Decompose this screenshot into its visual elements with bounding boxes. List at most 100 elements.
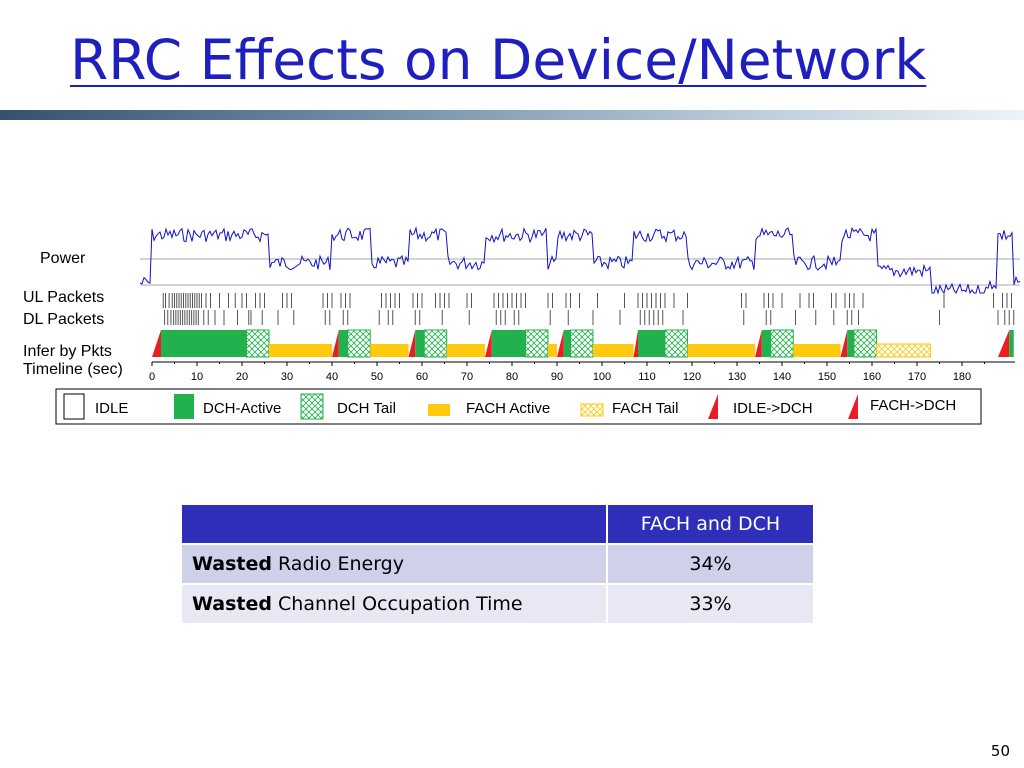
state-bar-dch-active bbox=[338, 330, 348, 357]
state-bar-dch-tail bbox=[853, 329, 877, 358]
legend-swatch-dch-active bbox=[174, 394, 194, 419]
legend-item-idle-to-dch: IDLE->DCH bbox=[708, 394, 813, 419]
state-transition-idle-to-dch bbox=[332, 330, 339, 357]
timeline-tick-label: 10 bbox=[191, 371, 203, 383]
state-bar-fach-active bbox=[370, 344, 409, 357]
ul-packets-track bbox=[162, 293, 1012, 308]
state-transition-idle-to-dch bbox=[408, 330, 416, 357]
table-header-empty bbox=[180, 503, 608, 545]
state-bar-dch-active bbox=[563, 330, 571, 357]
legend-label-dch-active: DCH-Active bbox=[203, 400, 281, 417]
state-bar-dch-active bbox=[491, 330, 526, 357]
power-row-label: Power bbox=[40, 250, 86, 267]
legend-swatch-fach-active bbox=[428, 404, 450, 416]
legend-item-fach-to-dch: FACH->DCH bbox=[848, 394, 956, 419]
state-bar-fach-active bbox=[548, 344, 557, 357]
timeline-tick-label: 80 bbox=[506, 371, 518, 383]
power-trace-line bbox=[139, 226, 1021, 295]
state-bar-dch-tail bbox=[770, 329, 794, 358]
state-transition-idle-to-dch bbox=[998, 330, 1010, 357]
state-bar-fach-active bbox=[269, 344, 332, 357]
table-row: Wasted Radio Energy 34% bbox=[180, 543, 815, 585]
metric-rest: Channel Occupation Time bbox=[271, 593, 523, 615]
legend-label-fach-active: FACH Active bbox=[466, 400, 550, 417]
state-bar-dch-tail bbox=[347, 329, 371, 358]
state-bar-dch-tail bbox=[525, 329, 549, 358]
state-bar-fach-tail bbox=[876, 343, 931, 358]
table-cell-value: 34% bbox=[606, 543, 815, 585]
state-bar-dch-active bbox=[761, 330, 771, 357]
legend-item-fach-active: FACH Active bbox=[428, 400, 550, 417]
page-number: 50 bbox=[990, 742, 1010, 760]
state-bar-dch-active bbox=[1009, 330, 1014, 357]
legend-item-fach-tail: FACH Tail bbox=[580, 400, 678, 417]
metric-rest: Radio Energy bbox=[271, 553, 404, 575]
metric-bold: Wasted bbox=[192, 593, 272, 615]
timeline-tick-label: 30 bbox=[281, 371, 293, 383]
legend-label-dch-tail: DCH Tail bbox=[337, 400, 396, 417]
table-header-fach-dch: FACH and DCH bbox=[606, 503, 815, 545]
legend-label-fach-tail: FACH Tail bbox=[612, 400, 678, 417]
legend-item-dch-tail: DCH Tail bbox=[300, 393, 396, 420]
legend-swatch-idle-to-dch bbox=[708, 394, 718, 419]
table-cell-metric: Wasted Radio Energy bbox=[180, 543, 608, 585]
timeline-tick-label: 0 bbox=[149, 371, 155, 383]
dl-packets-track bbox=[164, 310, 1015, 325]
state-bar-fach-active bbox=[793, 344, 841, 357]
legend-item-dch-active: DCH-Active bbox=[174, 394, 281, 419]
legend-swatch-dch-tail bbox=[300, 393, 324, 420]
results-table: FACH and DCH Wasted Radio Energy 34% Was… bbox=[180, 503, 815, 625]
state-transition-idle-to-dch bbox=[557, 330, 564, 357]
state-bar-fach-active bbox=[687, 344, 755, 357]
timeline-tick-label: 70 bbox=[461, 371, 473, 383]
timeline-tick-label: 110 bbox=[638, 371, 656, 383]
state-transition-idle-to-dch bbox=[633, 330, 638, 357]
infer-row-label: Infer by Pkts bbox=[23, 343, 112, 360]
timeline-tick-label: 100 bbox=[593, 371, 611, 383]
table-cell-value: 33% bbox=[606, 583, 815, 625]
timeline-tick-label: 170 bbox=[908, 371, 926, 383]
timeline-tick-label: 20 bbox=[236, 371, 248, 383]
table-header-row: FACH and DCH bbox=[180, 503, 815, 545]
legend-label-idle: IDLE bbox=[95, 400, 128, 417]
state-bar-fach-active bbox=[446, 344, 485, 357]
timeline-tick-label: 60 bbox=[416, 371, 428, 383]
legend-swatch-fach-tail bbox=[580, 403, 604, 417]
state-bar-dch-active bbox=[415, 330, 425, 357]
state-bar-dch-tail bbox=[570, 329, 594, 358]
dl-packets-row-label: DL Packets bbox=[23, 311, 104, 328]
timeline-tick-label: 40 bbox=[326, 371, 338, 383]
table-row: Wasted Channel Occupation Time 33% bbox=[180, 583, 815, 625]
timeline-tick-label: 140 bbox=[773, 371, 791, 383]
ul-packets-row-label: UL Packets bbox=[23, 289, 104, 306]
state-transition-idle-to-dch bbox=[485, 330, 492, 357]
rrc-state-diagram: Power UL Packets DL Packets Infer by Pkt… bbox=[23, 226, 1021, 425]
state-transition-idle-to-dch bbox=[152, 330, 161, 357]
legend-swatch-idle bbox=[63, 393, 85, 420]
state-transition-idle-to-dch bbox=[840, 330, 848, 357]
legend-item-idle: IDLE bbox=[63, 393, 128, 420]
state-bar-dch-active bbox=[161, 330, 247, 357]
state-bar-dch-active bbox=[638, 330, 665, 357]
timeline-tick-label: 90 bbox=[551, 371, 563, 383]
timeline-tick-label: 180 bbox=[953, 371, 971, 383]
timeline-tick-label: 50 bbox=[371, 371, 383, 383]
state-bar-dch-tail bbox=[246, 329, 270, 358]
state-bar-dch-tail bbox=[664, 329, 688, 358]
state-bars-track bbox=[152, 329, 1014, 358]
state-bar-dch-active bbox=[847, 330, 854, 357]
timeline-tick-label: 130 bbox=[728, 371, 746, 383]
metric-bold: Wasted bbox=[192, 553, 272, 575]
state-bar-dch-tail bbox=[423, 329, 448, 358]
legend-label-fach-to-dch: FACH->DCH bbox=[870, 397, 956, 414]
timeline-ticks: 0 10 20 30 40 50 60 70 80 90 100 110 120 130 140 150 160… bbox=[149, 362, 985, 383]
legend-frame bbox=[55, 388, 982, 425]
state-bar-fach-active bbox=[593, 344, 634, 357]
timeline-tick-label: 150 bbox=[818, 371, 836, 383]
table-cell-metric: Wasted Channel Occupation Time bbox=[180, 583, 608, 625]
timeline-row-label: Timeline (sec) bbox=[23, 361, 123, 378]
title-divider-bar bbox=[0, 110, 1024, 120]
legend-label-idle-to-dch: IDLE->DCH bbox=[733, 400, 813, 417]
timeline-tick-label: 160 bbox=[863, 371, 881, 383]
timeline-tick-label: 120 bbox=[683, 371, 701, 383]
